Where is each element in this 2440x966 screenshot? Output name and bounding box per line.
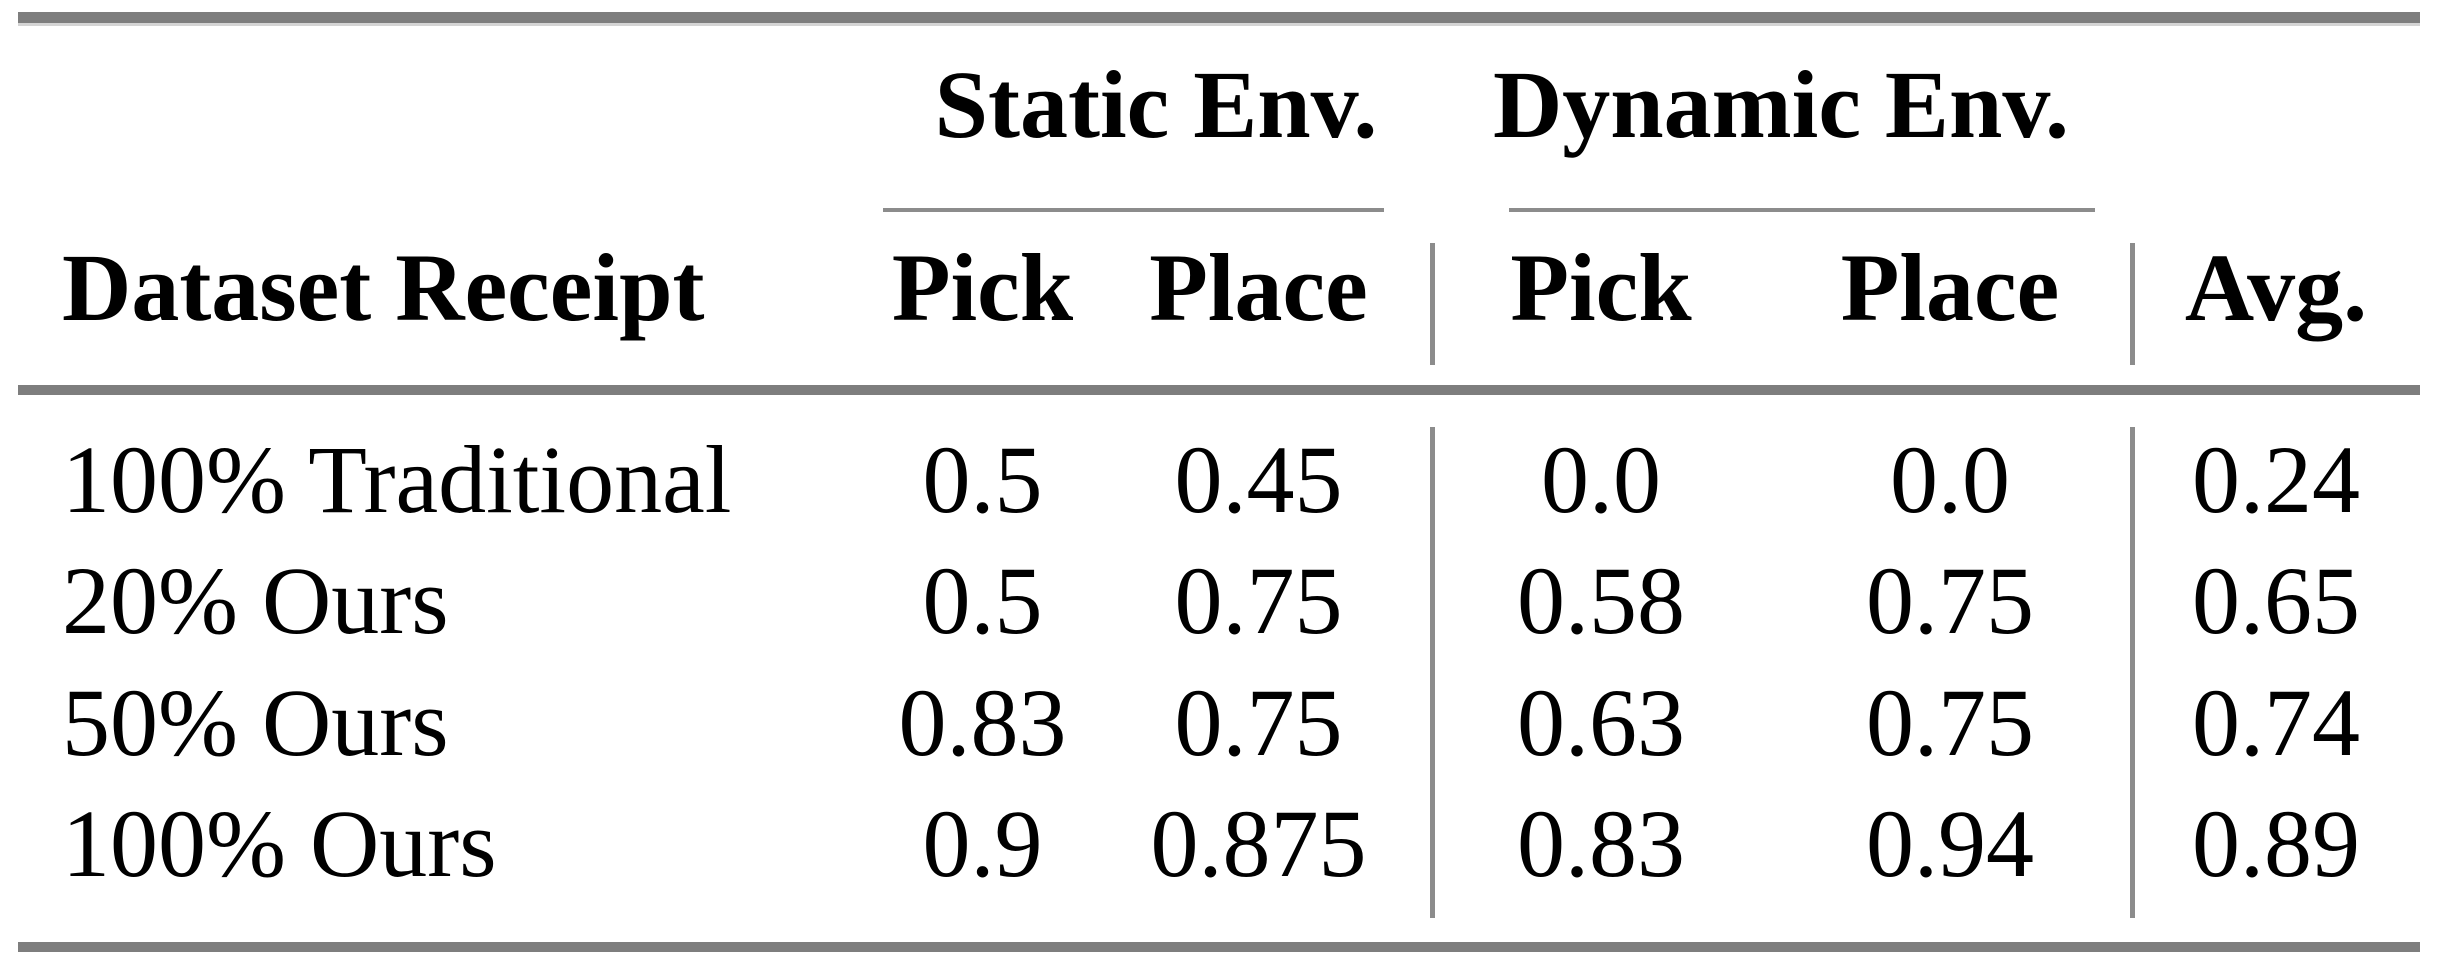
vertical-separator-1-body: [1430, 427, 1435, 918]
header-static-place: Place: [1149, 234, 1368, 341]
header-dynamic-pick: Pick: [1510, 234, 1692, 341]
cell-dynamic-place: 0.75: [1866, 547, 2034, 655]
cell-static-place: 0.75: [1174, 668, 1343, 776]
group-spacer-right: [2130, 57, 2422, 153]
table-mid-rule: [18, 385, 2420, 395]
cell-static-place: 0.45: [1174, 426, 1343, 533]
cell-avg: 0.65: [2192, 547, 2360, 655]
cell-dynamic-place: 0.94: [1866, 789, 2034, 897]
cell-avg: 0.89: [2192, 789, 2360, 897]
cell-dynamic-place: 0.75: [1866, 668, 2034, 776]
column-group-dynamic-env: Dynamic Env.: [1492, 51, 2070, 158]
static-env-underline: [883, 208, 1384, 212]
header-static-pick: Pick: [891, 234, 1074, 341]
table-top-rule-shadow: [18, 23, 2420, 26]
column-group-header-row: Static Env. Dynamic Env.: [40, 57, 2422, 153]
row-dataset-label: 50% Ours: [62, 668, 449, 776]
cell-static-place: 0.75: [1174, 547, 1343, 655]
row-dataset-label: 100% Ours: [62, 789, 497, 897]
cell-avg: 0.74: [2192, 668, 2360, 776]
header-dataset-receipt: Dataset Receipt: [62, 234, 705, 341]
group-spacer-left: [40, 57, 880, 153]
vertical-separator-2-header: [2130, 243, 2135, 365]
vertical-separator-1-header: [1430, 243, 1435, 365]
cell-static-pick: 0.9: [922, 789, 1043, 897]
cell-dynamic-pick: 0.0: [1541, 426, 1661, 533]
cell-dynamic-pick: 0.63: [1517, 668, 1685, 776]
table-row: 50% Ours 0.83 0.75 0.63 0.75 0.74: [0, 668, 2440, 796]
dynamic-env-underline: [1509, 208, 2095, 212]
table-row: 100% Ours 0.9 0.875 0.83 0.94 0.89: [0, 789, 2440, 917]
cell-dynamic-pick: 0.83: [1517, 789, 1685, 897]
cell-static-pick: 0.5: [922, 547, 1043, 655]
cell-static-pick: 0.5: [922, 426, 1043, 533]
table-bottom-rule: [18, 942, 2420, 952]
column-header-row: Dataset Receipt Pick Place Pick Place Av…: [40, 240, 2422, 336]
cell-static-pick: 0.83: [898, 668, 1067, 776]
cell-static-place: 0.875: [1150, 789, 1367, 897]
row-dataset-label: 100% Traditional: [62, 426, 732, 533]
table-top-rule: [18, 12, 2420, 23]
vertical-separator-2-body: [2130, 427, 2135, 918]
column-group-static-env: Static Env.: [934, 51, 1378, 158]
cell-dynamic-place: 0.0: [1890, 426, 2010, 533]
table-row: 100% Traditional 0.5 0.45 0.0 0.0 0.24: [0, 432, 2440, 553]
row-dataset-label: 20% Ours: [62, 547, 449, 655]
cell-dynamic-pick: 0.58: [1517, 547, 1685, 655]
cell-avg: 0.24: [2192, 426, 2360, 533]
table-row: 20% Ours 0.5 0.75 0.58 0.75 0.65: [0, 553, 2440, 674]
table-body: 100% Traditional 0.5 0.45 0.0 0.0 0.24 2…: [0, 432, 2440, 917]
header-avg: Avg.: [2184, 234, 2368, 341]
header-dynamic-place: Place: [1840, 234, 2060, 341]
